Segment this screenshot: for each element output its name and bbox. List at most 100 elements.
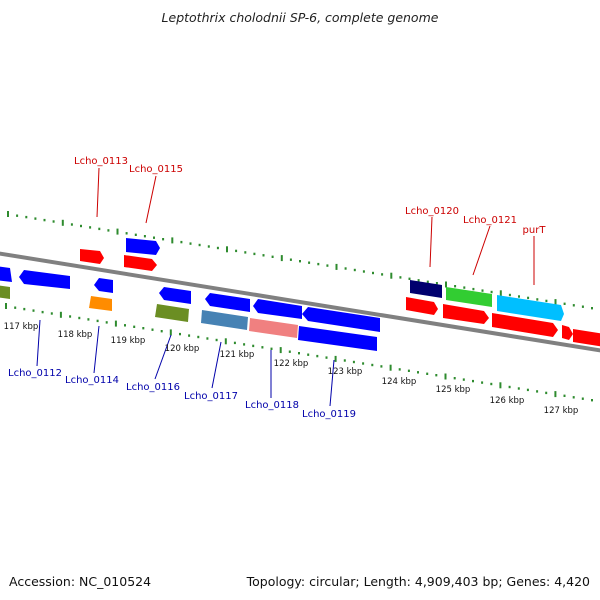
inner-dotted-track bbox=[5, 303, 593, 402]
gene-forward-a[interactable] bbox=[0, 266, 12, 282]
genome-backbone bbox=[0, 251, 600, 353]
label-lcho-0113: Lcho_0113 bbox=[74, 156, 128, 167]
gene-lcho-0117[interactable] bbox=[201, 310, 248, 330]
minor-tick bbox=[253, 252, 256, 256]
gene-lcho-0113[interactable] bbox=[80, 249, 104, 264]
gene-forward-e[interactable] bbox=[492, 313, 558, 337]
minor-tick bbox=[463, 286, 466, 289]
minor-tick bbox=[143, 235, 146, 238]
scale-label: 123 kbp bbox=[328, 367, 363, 377]
minor-tick bbox=[381, 273, 384, 276]
major-tick bbox=[171, 237, 174, 244]
minor-tick bbox=[517, 387, 520, 390]
gene-lcho-0112[interactable] bbox=[19, 270, 70, 289]
gene-lcho-0114[interactable] bbox=[89, 296, 112, 311]
minor-tick bbox=[508, 293, 511, 297]
minor-tick bbox=[125, 232, 128, 235]
major-tick bbox=[280, 255, 283, 262]
minor-tick bbox=[215, 338, 218, 342]
minor-tick bbox=[89, 226, 92, 229]
major-tick bbox=[390, 272, 393, 279]
gene-forward-g[interactable] bbox=[573, 329, 600, 347]
minor-tick bbox=[142, 327, 145, 330]
minor-tick bbox=[69, 315, 72, 318]
minor-tick bbox=[252, 344, 255, 348]
minor-tick bbox=[32, 309, 35, 312]
gene-lcho-0115-blue[interactable] bbox=[126, 238, 160, 255]
minor-tick bbox=[41, 310, 44, 314]
minor-tick bbox=[271, 255, 274, 258]
scale-label: 127 kbp bbox=[544, 406, 579, 416]
leader-lcho-0121 bbox=[472, 225, 491, 276]
gene-lcho-0115[interactable] bbox=[124, 255, 157, 271]
minor-tick bbox=[124, 324, 126, 327]
minor-tick bbox=[289, 258, 292, 261]
minor-tick bbox=[352, 360, 355, 364]
minor-tick bbox=[344, 267, 347, 270]
major-tick bbox=[5, 303, 7, 309]
gene-labels-top: Lcho_0113 Lcho_0115 Lcho_0120 Lcho_0121 … bbox=[74, 156, 546, 236]
major-tick bbox=[499, 290, 502, 297]
minor-tick bbox=[134, 233, 137, 236]
gene-lcho-0116[interactable] bbox=[155, 304, 189, 322]
minor-tick bbox=[78, 316, 81, 320]
minor-tick bbox=[206, 337, 209, 340]
minor-tick bbox=[591, 307, 593, 310]
major-tick bbox=[279, 347, 282, 354]
minor-tick bbox=[308, 261, 311, 264]
gene-forward-d[interactable] bbox=[443, 304, 489, 324]
minor-tick bbox=[435, 282, 438, 285]
scale-label: 121 kbp bbox=[220, 350, 255, 360]
gene-purt[interactable] bbox=[497, 295, 564, 321]
minor-tick bbox=[216, 246, 219, 250]
gene-reverse-b[interactable] bbox=[253, 299, 302, 319]
minor-tick bbox=[43, 218, 46, 222]
gene-lcho-0121[interactable] bbox=[446, 287, 492, 307]
forward-genes bbox=[0, 238, 600, 347]
leader-lcho-0114 bbox=[93, 325, 100, 374]
gene-forward-b[interactable] bbox=[0, 285, 10, 299]
minor-tick bbox=[107, 229, 110, 232]
gene-lcho-0114-blue[interactable] bbox=[94, 278, 113, 293]
gene-reverse-a[interactable] bbox=[205, 293, 250, 312]
minor-tick bbox=[179, 332, 181, 336]
major-tick bbox=[445, 281, 447, 288]
major-tick bbox=[444, 373, 447, 380]
minor-tick bbox=[243, 343, 246, 346]
minor-tick bbox=[462, 378, 465, 381]
label-lcho-0115: Lcho_0115 bbox=[129, 164, 183, 175]
minor-tick bbox=[453, 377, 456, 380]
minor-tick bbox=[399, 276, 402, 279]
scale-label: 126 kbp bbox=[490, 396, 525, 406]
minor-tick bbox=[518, 295, 520, 298]
minor-tick bbox=[362, 362, 365, 365]
minor-tick bbox=[52, 220, 55, 223]
minor-tick bbox=[153, 236, 155, 239]
gene-forward-c[interactable] bbox=[406, 297, 438, 315]
minor-tick bbox=[317, 262, 320, 266]
minor-tick bbox=[526, 388, 529, 392]
minor-tick bbox=[481, 381, 484, 384]
gene-forward-f[interactable] bbox=[562, 325, 573, 340]
minor-tick bbox=[545, 391, 548, 395]
minor-tick bbox=[325, 356, 328, 359]
minor-tick bbox=[581, 397, 584, 400]
gene-lcho-0116-blue[interactable] bbox=[159, 287, 191, 304]
gene-lcho-0118[interactable] bbox=[249, 318, 298, 338]
label-lcho-0114: Lcho_0114 bbox=[65, 375, 119, 386]
label-leaders bbox=[36, 167, 535, 407]
major-tick bbox=[334, 355, 337, 362]
minor-tick bbox=[34, 217, 37, 220]
leader-lcho-0120 bbox=[429, 216, 433, 268]
minor-tick bbox=[298, 352, 300, 355]
gene-lcho-0120[interactable] bbox=[410, 280, 442, 298]
gene-lcho-0119[interactable] bbox=[298, 326, 377, 351]
gene-reverse-c[interactable] bbox=[302, 307, 380, 332]
minor-tick bbox=[98, 227, 101, 231]
minor-tick bbox=[244, 251, 247, 254]
minor-tick bbox=[353, 268, 356, 272]
outer-dotted-track bbox=[7, 211, 593, 310]
minor-tick bbox=[572, 304, 575, 307]
